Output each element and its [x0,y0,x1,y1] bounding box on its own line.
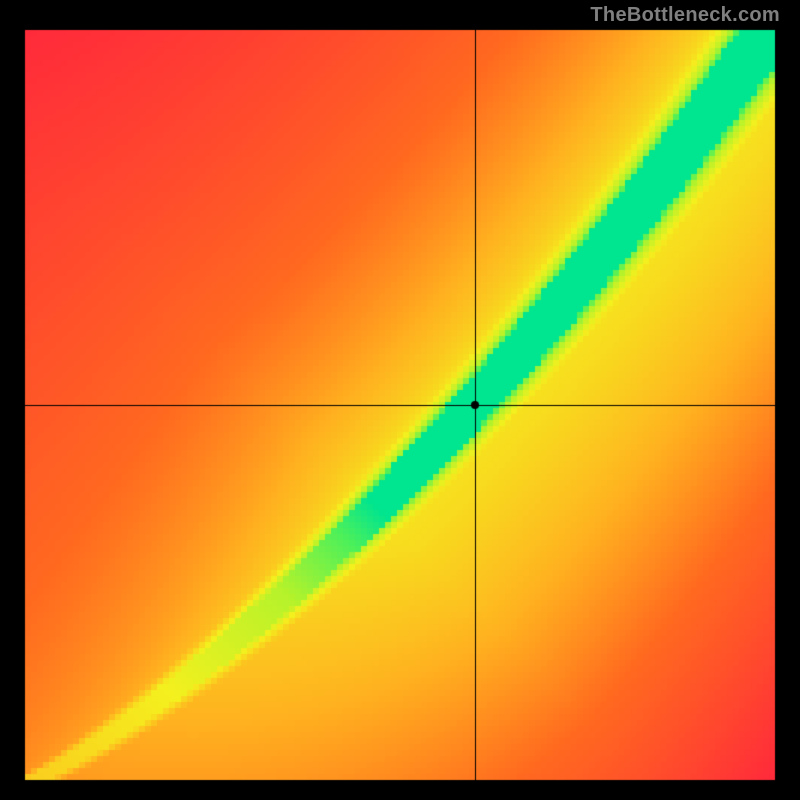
bottleneck-heatmap-canvas [0,0,800,800]
watermark-text: TheBottleneck.com [590,4,780,27]
